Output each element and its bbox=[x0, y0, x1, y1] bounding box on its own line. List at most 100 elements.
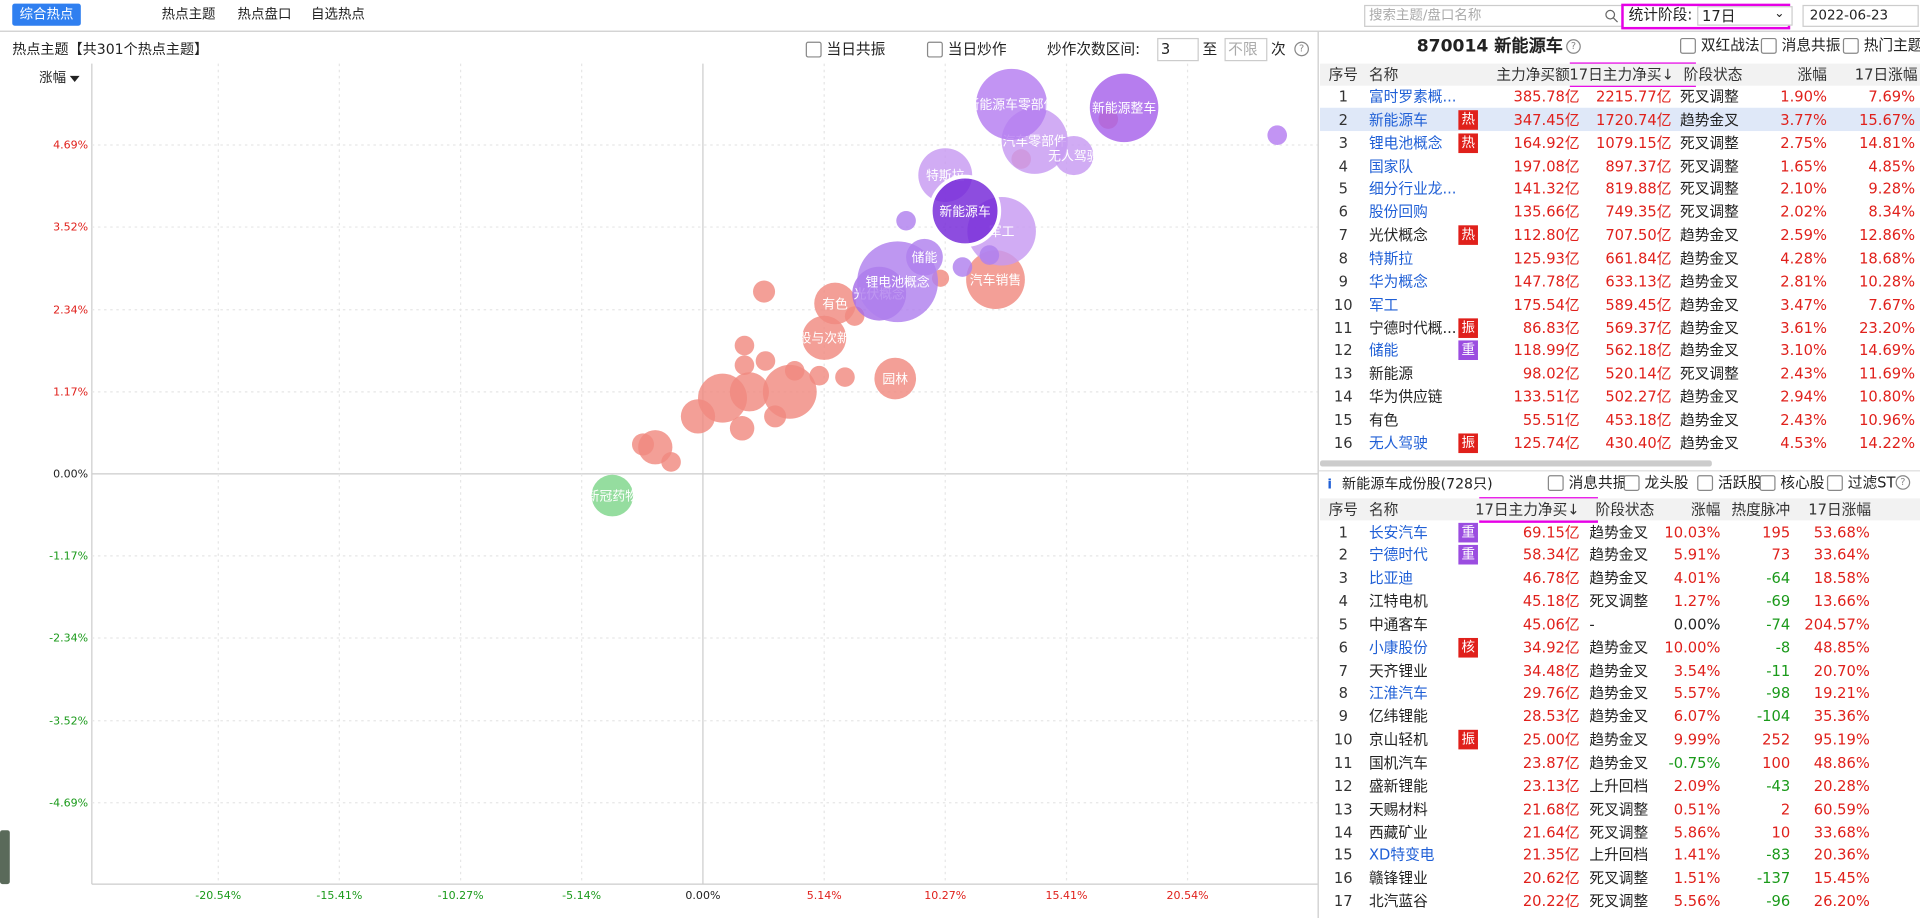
y-tick-label: 4.69% bbox=[53, 139, 88, 152]
x-tick-label: 20.54% bbox=[1167, 889, 1209, 902]
help-icon[interactable]: ? bbox=[1294, 41, 1309, 57]
row-cell: 897.37亿 bbox=[1605, 157, 1672, 175]
checkbox[interactable] bbox=[1759, 475, 1776, 492]
row-name[interactable]: 特斯拉 bbox=[1368, 249, 1414, 267]
row-cell: 2.09% bbox=[1673, 777, 1721, 795]
row-cell: 死叉调整 bbox=[1680, 203, 1739, 221]
row-name[interactable]: 宁德时代 bbox=[1368, 546, 1428, 564]
row-name[interactable]: 富时罗素概... bbox=[1368, 88, 1457, 106]
row-tag: 重 bbox=[1458, 545, 1478, 565]
row-name[interactable]: 盛新锂能 bbox=[1368, 777, 1428, 795]
checkbox[interactable] bbox=[1623, 475, 1640, 492]
checkbox[interactable] bbox=[1697, 475, 1714, 492]
row-name[interactable]: 华为概念 bbox=[1368, 272, 1428, 290]
row-number: 5 bbox=[1338, 615, 1348, 633]
row-cell: 14.22% bbox=[1859, 434, 1916, 452]
row-name[interactable]: 无人驾驶 bbox=[1368, 434, 1428, 452]
row-name[interactable]: 新能源车 bbox=[1368, 111, 1428, 129]
row-name[interactable]: 天赐材料 bbox=[1368, 800, 1428, 818]
row-cell: 45.18亿 bbox=[1522, 592, 1580, 610]
row-cell: 502.27亿 bbox=[1605, 388, 1672, 406]
row-name[interactable]: 华为供应链 bbox=[1368, 388, 1443, 406]
row-tag: 热 bbox=[1458, 133, 1478, 153]
row-cell: 3.61% bbox=[1780, 318, 1827, 337]
tab[interactable]: 综合热点 bbox=[12, 3, 81, 26]
period-label: 统计阶段: bbox=[1628, 6, 1693, 24]
checkbox-label: 核心股 bbox=[1780, 473, 1825, 492]
range-label: 炒作次数区间: bbox=[1046, 40, 1141, 58]
column-header: 涨幅 bbox=[1797, 66, 1827, 84]
column-header: 主力净买额 bbox=[1496, 66, 1570, 84]
row-name[interactable]: 长安汽车 bbox=[1368, 523, 1428, 541]
row-name[interactable]: 京山轻机 bbox=[1368, 731, 1428, 749]
row-cell: 10.00% bbox=[1664, 638, 1721, 657]
row-number: 7 bbox=[1338, 661, 1348, 680]
date-picker[interactable]: 2022-06-23 bbox=[1802, 4, 1919, 27]
row-name[interactable]: 小康股份 bbox=[1368, 638, 1428, 657]
row-name[interactable]: 比亚迪 bbox=[1368, 569, 1414, 587]
row-name[interactable]: 江特电机 bbox=[1368, 592, 1428, 610]
row-name[interactable]: 国机汽车 bbox=[1368, 754, 1428, 772]
checkbox[interactable] bbox=[926, 41, 943, 58]
bubble bbox=[952, 257, 973, 277]
search-box[interactable]: 搜索主题/盘口名称 bbox=[1364, 4, 1624, 27]
row-name[interactable]: 亿纬锂能 bbox=[1368, 708, 1428, 726]
row-name[interactable]: 中通客车 bbox=[1368, 615, 1428, 633]
checkbox[interactable] bbox=[1547, 475, 1564, 492]
checkbox-label: 当日炒作 bbox=[947, 40, 1007, 58]
row-cell: 死叉调整 bbox=[1680, 365, 1739, 383]
row-cell: 34.92亿 bbox=[1522, 638, 1580, 657]
tab[interactable]: 热点主题 bbox=[161, 6, 216, 23]
tab[interactable]: 热点盘口 bbox=[237, 6, 292, 23]
bubble-label: 新冠药物 bbox=[587, 489, 639, 505]
row-tag: 振 bbox=[1458, 729, 1478, 750]
help-icon[interactable]: ? bbox=[1566, 39, 1581, 54]
row-name[interactable]: 国家队 bbox=[1368, 157, 1414, 175]
row-name[interactable]: 细分行业龙... bbox=[1368, 180, 1457, 198]
tab[interactable]: 自选热点 bbox=[311, 6, 365, 23]
row-cell: 12.86% bbox=[1859, 226, 1916, 244]
row-cell: 趋势金叉 bbox=[1680, 295, 1739, 314]
row-name[interactable]: 锂电池概念 bbox=[1368, 134, 1443, 152]
row-name[interactable]: 江淮汽车 bbox=[1368, 685, 1428, 703]
row-cell: 4.28% bbox=[1780, 249, 1827, 267]
row-cell: 661.84亿 bbox=[1605, 249, 1672, 267]
row-cell: 死叉调整 bbox=[1680, 134, 1739, 152]
row-name[interactable]: 股份回购 bbox=[1368, 203, 1428, 221]
checkbox[interactable] bbox=[1680, 37, 1696, 54]
row-cell: 20.22亿 bbox=[1522, 892, 1580, 910]
row-name[interactable]: 宁德时代概... bbox=[1368, 318, 1457, 337]
checkbox[interactable] bbox=[1826, 475, 1843, 492]
checkbox-label: 消息共振 bbox=[1781, 36, 1841, 54]
row-name[interactable]: XD特变电 bbox=[1368, 846, 1435, 864]
x-tick-label: 5.14% bbox=[807, 889, 842, 902]
row-name[interactable]: 储能 bbox=[1368, 342, 1399, 360]
checkbox-label: 消息共振 bbox=[1568, 473, 1628, 492]
row-name[interactable]: 北汽蓝谷 bbox=[1368, 892, 1428, 910]
help-icon[interactable]: ? bbox=[1895, 475, 1911, 490]
row-tag: 重 bbox=[1458, 522, 1478, 542]
checkbox[interactable] bbox=[1842, 37, 1859, 54]
row-cell: 430.40亿 bbox=[1605, 434, 1672, 452]
row-name[interactable]: 新能源 bbox=[1368, 365, 1414, 383]
row-cell: 35.36% bbox=[1813, 708, 1870, 726]
row-name[interactable]: 光伏概念 bbox=[1368, 226, 1428, 244]
checkbox[interactable] bbox=[1760, 37, 1777, 54]
range-input[interactable]: 不限 bbox=[1224, 37, 1268, 62]
row-cell: 趋势金叉 bbox=[1589, 731, 1649, 749]
bubble bbox=[809, 365, 830, 386]
row-cell: 2 bbox=[1780, 800, 1791, 818]
period-select[interactable]: 17日 ⌄ bbox=[1697, 6, 1793, 26]
scrollbar[interactable] bbox=[1320, 460, 1712, 467]
row-name[interactable]: 天齐锂业 bbox=[1368, 661, 1428, 680]
row-name[interactable]: 军工 bbox=[1368, 295, 1399, 314]
row-name[interactable]: 西藏矿业 bbox=[1368, 823, 1428, 841]
row-name[interactable]: 有色 bbox=[1368, 411, 1399, 429]
row-tag: 热 bbox=[1458, 110, 1478, 130]
table-header-bg bbox=[1320, 63, 1920, 86]
row-cell: 2215.77亿 bbox=[1595, 88, 1672, 106]
table-header-bg bbox=[1320, 498, 1920, 521]
checkbox[interactable] bbox=[805, 41, 822, 58]
row-name[interactable]: 赣锋锂业 bbox=[1368, 869, 1428, 887]
range-input[interactable]: 3 bbox=[1157, 37, 1199, 62]
